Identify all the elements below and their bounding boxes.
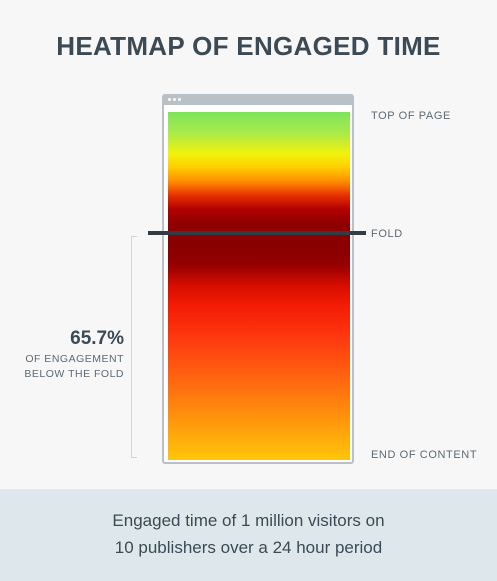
below-fold-percentage: 65.7% [70, 328, 124, 349]
footer-line2: 10 publishers over a 24 hour period [114, 538, 383, 557]
fold-line [148, 231, 366, 235]
end-of-content-label: END OF CONTENT [371, 449, 478, 461]
top-of-page-label: TOP OF PAGE [371, 110, 451, 122]
browser-window-frame [162, 94, 354, 464]
window-dot-icon [178, 98, 181, 101]
footer-note: Engaged time of 1 million visitors on 10… [0, 489, 497, 581]
chart-title: HEATMAP OF ENGAGED TIME [56, 31, 441, 61]
engagement-caption-line1: OF ENGAGEMENT [25, 353, 124, 365]
window-dot-icon [168, 98, 171, 101]
window-dot-icon [173, 98, 176, 101]
browser-title-bar [164, 96, 352, 105]
below-fold-bracket [131, 236, 137, 458]
engagement-caption-line2: BELOW THE FOLD [24, 368, 124, 380]
heatmap-gradient [168, 112, 350, 460]
footer-line1: Engaged time of 1 million visitors on [112, 511, 385, 530]
fold-label: FOLD [371, 228, 403, 240]
